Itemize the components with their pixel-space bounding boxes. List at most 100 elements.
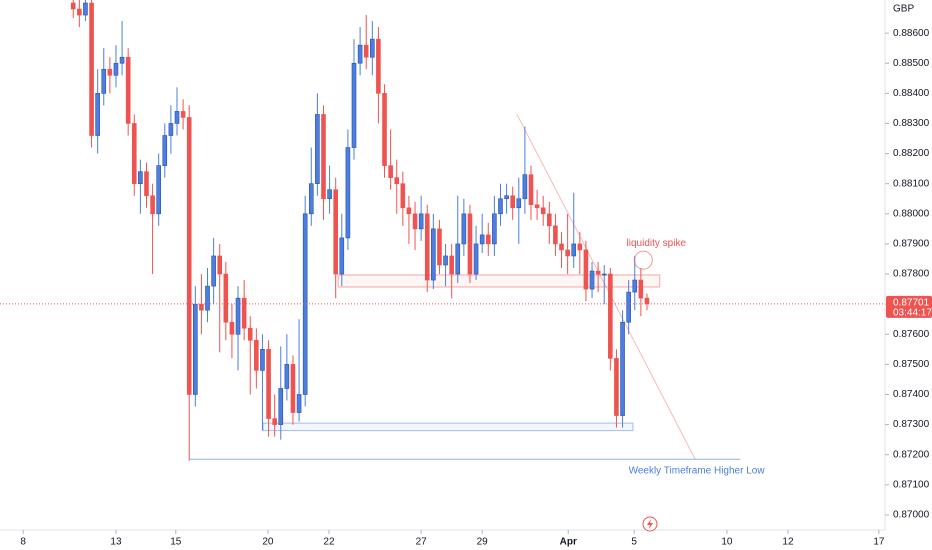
candle-body bbox=[363, 44, 369, 58]
y-tick-label: 0.87500 bbox=[893, 359, 930, 370]
x-tick-label: 20 bbox=[262, 537, 274, 548]
candle-body bbox=[455, 243, 461, 275]
spike-marker bbox=[633, 250, 653, 270]
candle-body bbox=[510, 195, 515, 209]
trend-line bbox=[516, 114, 696, 460]
y-tick-label: 0.88600 bbox=[893, 28, 930, 39]
candle-body bbox=[418, 213, 424, 230]
candle-body bbox=[83, 2, 88, 16]
candle-body bbox=[504, 195, 509, 200]
candle-body bbox=[308, 183, 314, 215]
candle-body bbox=[89, 2, 94, 136]
y-tick-label: 0.88500 bbox=[893, 58, 930, 69]
candle-body bbox=[70, 2, 76, 10]
candle-body bbox=[522, 174, 528, 200]
annotation: Weekly Timeframe Higher Low bbox=[629, 465, 766, 476]
candle-body bbox=[412, 213, 418, 230]
candle-body bbox=[485, 234, 491, 245]
x-tick-label: 15 bbox=[170, 537, 182, 548]
candle-body bbox=[284, 364, 290, 389]
zone bbox=[262, 422, 634, 432]
candle-body bbox=[449, 255, 454, 275]
candle-body bbox=[235, 297, 241, 335]
candle-body bbox=[376, 38, 381, 94]
candle-body bbox=[492, 213, 497, 245]
candle-body bbox=[296, 394, 302, 413]
candle-body bbox=[174, 111, 180, 124]
candle-body bbox=[119, 56, 125, 64]
candle-body bbox=[614, 358, 619, 416]
candle-body bbox=[211, 255, 216, 287]
x-tick-label: 8 bbox=[20, 537, 26, 548]
candle-body bbox=[162, 135, 168, 166]
y-tick-label: 0.88000 bbox=[893, 208, 930, 219]
candle-body bbox=[217, 255, 223, 275]
candle-body bbox=[321, 114, 326, 200]
y-tick-label: 0.88100 bbox=[893, 178, 930, 189]
axis-label: GBP bbox=[893, 4, 914, 15]
candle-body bbox=[595, 270, 601, 275]
x-tick-label: 27 bbox=[416, 537, 428, 548]
candle-body bbox=[583, 249, 589, 290]
candle-body bbox=[205, 285, 210, 311]
candle-body bbox=[479, 234, 485, 245]
candle-body bbox=[382, 93, 387, 166]
candle-body bbox=[437, 228, 442, 266]
y-tick-label: 0.88300 bbox=[893, 118, 930, 129]
x-tick-label: 17 bbox=[873, 537, 885, 548]
candle-body bbox=[498, 198, 503, 215]
candle-body bbox=[632, 279, 638, 293]
candle-body bbox=[400, 183, 406, 209]
candle-body bbox=[534, 204, 540, 209]
candle-body bbox=[144, 171, 149, 197]
candle-body bbox=[278, 388, 284, 425]
y-tick-label: 0.87200 bbox=[893, 449, 930, 460]
candle-body bbox=[559, 243, 564, 251]
candle-body bbox=[431, 228, 436, 281]
candle-body bbox=[424, 213, 430, 281]
y-tick-label: 0.87900 bbox=[893, 239, 930, 250]
candle-body bbox=[180, 111, 186, 118]
candle-body bbox=[528, 174, 534, 206]
candle-body bbox=[266, 349, 271, 419]
candle-body bbox=[370, 38, 375, 58]
candle-body bbox=[626, 291, 631, 323]
candle-body bbox=[272, 418, 277, 425]
x-tick-label: Apr bbox=[560, 537, 577, 548]
candle-body bbox=[553, 225, 558, 245]
x-tick-label: 29 bbox=[477, 537, 489, 548]
y-tick-label: 0.87300 bbox=[893, 419, 930, 430]
candle-body bbox=[394, 177, 400, 184]
candle-body bbox=[443, 255, 448, 266]
candle-body bbox=[156, 165, 161, 215]
candle-body bbox=[95, 93, 100, 136]
candle-body bbox=[571, 243, 577, 257]
candle-body bbox=[290, 364, 296, 413]
y-tick-label: 0.87600 bbox=[893, 329, 930, 340]
candle-body bbox=[644, 297, 650, 305]
y-tick-label: 0.87000 bbox=[893, 510, 930, 521]
annotation: liquidity spike bbox=[627, 238, 687, 249]
candle-body bbox=[260, 349, 265, 371]
candle-body bbox=[540, 207, 546, 215]
candle-body bbox=[241, 297, 247, 329]
candle-body bbox=[77, 8, 82, 16]
candle-body bbox=[577, 243, 583, 251]
candle-body bbox=[101, 68, 107, 94]
candle-body bbox=[565, 249, 570, 257]
last-price-box bbox=[886, 295, 932, 318]
candle-body bbox=[516, 198, 522, 209]
candle-body bbox=[357, 44, 363, 64]
last-price-label: 0.87701 bbox=[893, 297, 930, 308]
candle-body bbox=[107, 68, 113, 76]
candle-body bbox=[589, 270, 595, 290]
y-tick-label: 0.88200 bbox=[893, 148, 930, 159]
candle-body bbox=[186, 117, 192, 395]
candle-body bbox=[125, 56, 131, 124]
candle-body bbox=[388, 165, 393, 178]
candle-body bbox=[339, 237, 345, 275]
y-tick-label: 0.87400 bbox=[893, 389, 930, 400]
candle-body bbox=[473, 243, 479, 275]
